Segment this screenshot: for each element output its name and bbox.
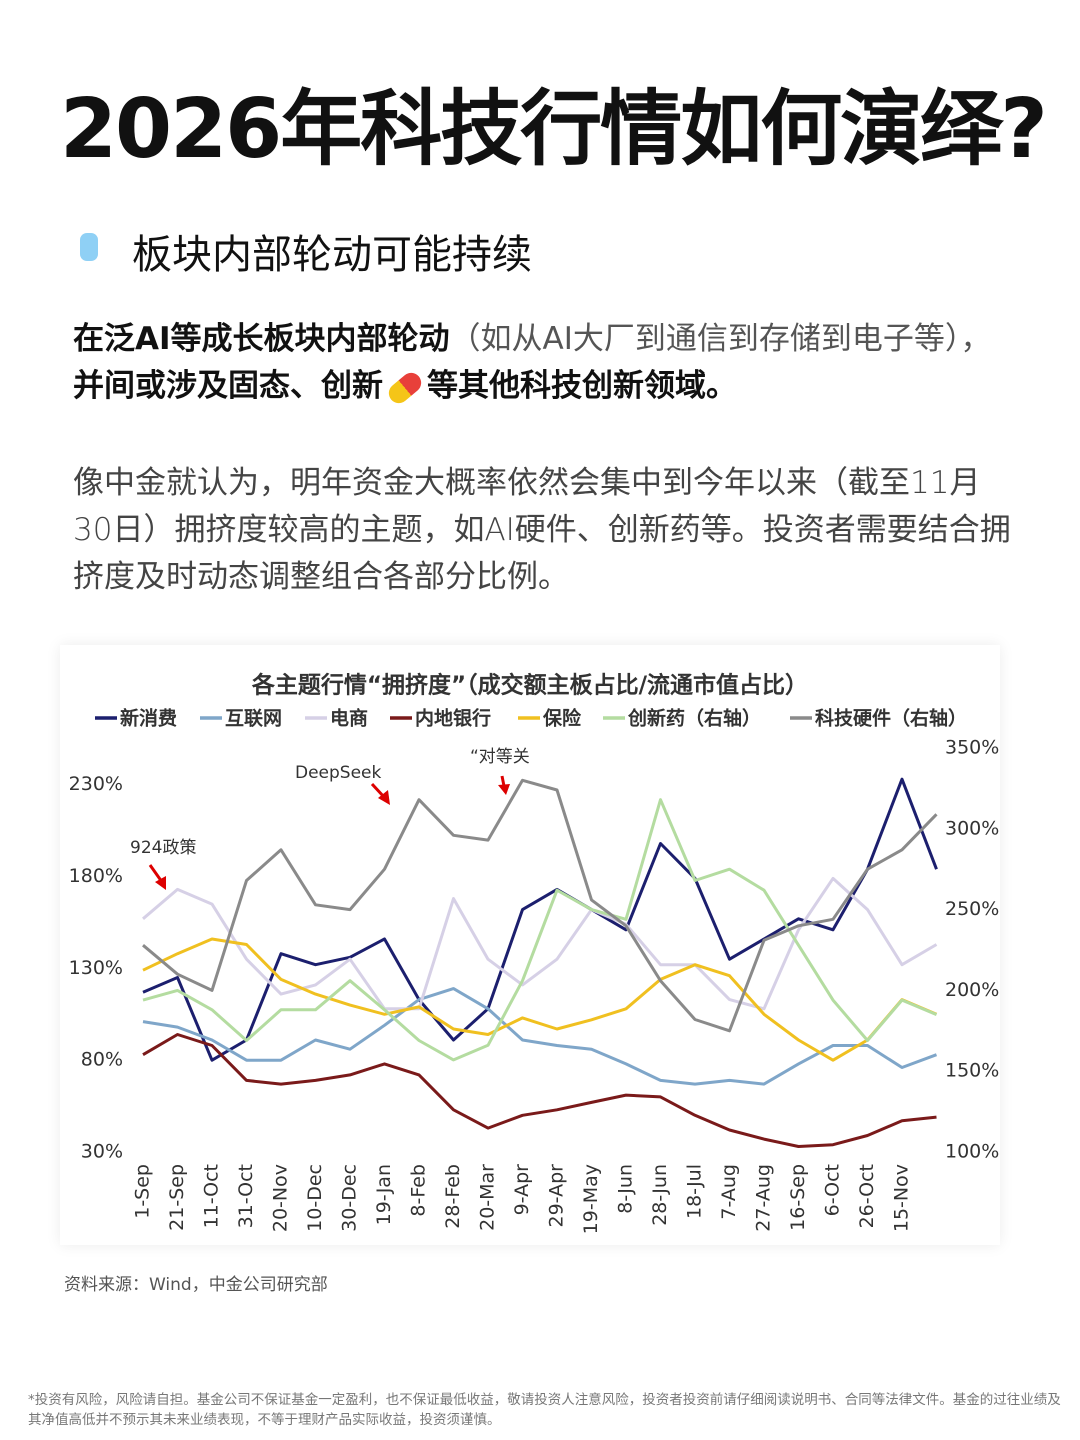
annotation: DeepSeek [295,763,382,783]
series-line [142,937,938,1062]
y-tick-label: 180% [69,865,123,887]
x-tick-label: 11-Oct [201,1164,223,1228]
text-run: 像中金就认为，明年资金大概率依然会集中到今年以来（截至11月30日）拥挤度较高的… [73,465,1011,595]
legend-label: 电商 [330,707,368,730]
legend-label: 内地银行 [415,707,491,730]
text-run: （如从AI大厂到通信到存储到电子等）， [449,321,992,357]
legend-label: 创新药（右轴） [627,707,761,730]
arrow-head [498,784,510,795]
y2-tick-label: 150% [945,1060,999,1082]
x-tick-label: 28-Feb [442,1164,464,1229]
y-tick-label: 130% [69,957,123,979]
arrows [148,775,510,890]
y2-tick-label: 350% [945,737,999,759]
x-tick-label: 30-Dec [339,1164,361,1232]
y-tick-label: 30% [81,1141,123,1163]
source-note: 资料来源：Wind，中金公司研究部 [64,1275,328,1295]
x-tick-label: 6-Oct [822,1164,844,1216]
series-line [142,798,938,1062]
x-tick-label: 7-Aug [718,1164,740,1220]
series-line [142,778,938,1033]
legend-label: 互联网 [225,708,282,730]
legend-label: 保险 [542,707,582,730]
arrow-head [155,876,166,890]
page-title: 2026年科技行情如何演绎? [60,82,1048,177]
x-tick-label: 21-Sep [166,1164,188,1231]
bullet [80,233,98,261]
x-tick-label: 18-Jul [684,1164,706,1219]
series-line [142,1033,937,1148]
x-tick-label: 19-May [580,1164,602,1234]
x-tick-label: 26-Oct [856,1164,878,1228]
y2-tick-label: 200% [945,979,999,1001]
section-heading: 板块内部轮动可能持续 [132,232,532,278]
y2-tick-label: 100% [945,1141,999,1163]
x-tick-label: 20-Nov [270,1164,292,1232]
x-tick-label: 8-Feb [408,1164,430,1217]
y2-tick-label: 300% [945,817,999,839]
arrow-head [378,790,390,805]
x-tick-label: 20-Mar [477,1164,499,1231]
x-tick-label: 31-Oct [235,1164,257,1228]
annotation: “对等关 [470,747,530,767]
chart-card [60,645,1000,1245]
text-run: 等其他科技创新领域。 [427,368,737,404]
x-tick-label: 28-Jun [649,1164,671,1226]
text-run: 在泛AI等成长板块内部轮动 [73,321,450,357]
x-tick-label: 19-Jan [373,1164,395,1225]
series-line [142,987,938,1086]
x-tick-label: 15-Nov [891,1164,913,1232]
x-tick-label: 27-Aug [753,1164,775,1232]
paragraph: 在泛AI等成长板块内部轮动（如从AI大厂到通信到存储到电子等）， 并间或涉及固态、… [73,316,1013,410]
disclaimer: *投资有风险，风险请自担。基金公司不保证基金一定盈利，也不保证最低收益，敬请投资… [28,1392,1061,1428]
arrow [500,775,506,787]
x-tick-label: 8-Jun [615,1164,637,1214]
arrow [148,864,164,883]
x-tick-label: 9-Apr [511,1164,533,1216]
y-tick-label: 80% [81,1049,123,1071]
x-tick-label: 10-Dec [304,1164,326,1232]
text-run: 并间或涉及固态、创新 [73,368,383,404]
y-tick-label: 230% [69,773,123,795]
paragraph: 像中金就认为，明年资金大概率依然会集中到今年以来（截至11月30日）拥挤度较高的… [73,460,1013,601]
y2-tick-label: 250% [945,898,999,920]
x-tick-label: 29-Apr [546,1164,568,1228]
chart-title: 各主题行情“拥挤度”（成交额主板占比/流通市值占比） [251,672,808,699]
legend-label: 科技硬件（右轴） [815,707,967,730]
legend-label: 新消费 [120,707,177,730]
annotation: 924政策 [130,838,196,858]
series-line [142,777,938,1062]
x-tick-label: 1-Sep [132,1164,154,1219]
series-line [142,876,938,1011]
x-tick-label: 16-Sep [787,1164,809,1231]
